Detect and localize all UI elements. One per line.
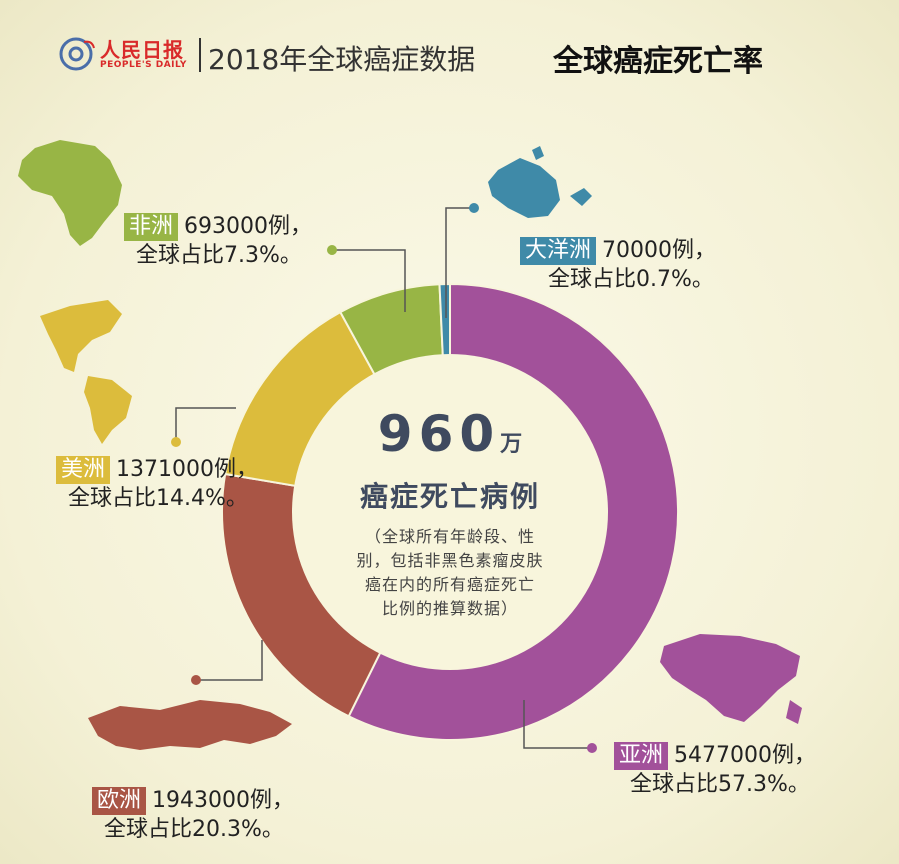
tag-asia: 亚洲: [614, 742, 669, 770]
leader-line-americas: [175, 407, 236, 442]
page-subtitle: 全球癌症死亡率: [553, 44, 763, 79]
oceania-map-icon: [488, 146, 592, 218]
leader-dot-africa: [327, 245, 337, 255]
tag-oceania: 大洋洲: [520, 237, 597, 265]
label-europe: 欧洲 1943000例， 全球占比20.3%。: [92, 786, 294, 844]
leader-dot-americas: [171, 437, 181, 447]
tag-americas: 美洲: [56, 456, 111, 484]
leader-dot-oceania: [469, 203, 479, 213]
count-asia: 5477000例，: [674, 743, 816, 768]
americas-map-icon: [40, 300, 132, 444]
label-oceania: 大洋洲 70000例， 全球占比0.7%。: [520, 236, 716, 294]
leader-lines: [175, 207, 592, 749]
leader-line-africa: [332, 249, 406, 312]
asia-map-icon: [660, 634, 802, 724]
leader-line-europe: [196, 640, 263, 681]
share-americas: 全球占比14.4%。: [68, 486, 248, 511]
count-europe: 1943000例，: [152, 788, 294, 813]
center-note-line: 癌在内的所有癌症死亡: [364, 575, 535, 594]
leader-line-oceania: [445, 207, 474, 318]
center-number: 960: [377, 405, 501, 463]
center-unit: 万: [500, 432, 523, 457]
center-note-line: （全球所有年龄段、性: [364, 527, 535, 546]
center-label: 癌症死亡病例: [359, 480, 540, 513]
africa-map-icon: [18, 140, 122, 246]
europe-map-icon: [88, 700, 292, 750]
tag-europe: 欧洲: [92, 787, 147, 815]
page-title: 2018年全球癌症数据: [208, 43, 476, 76]
tag-africa: 非洲: [124, 213, 179, 241]
title-divider: [199, 38, 201, 72]
logo-en: PEOPLE'S DAILY: [100, 60, 187, 70]
share-europe: 全球占比20.3%。: [104, 817, 284, 842]
label-africa: 非洲 693000例， 全球占比7.3%。: [124, 212, 312, 270]
leader-dots: [171, 203, 597, 753]
count-oceania: 70000例，: [602, 238, 717, 263]
center-note-line: 别，包括非黑色素瘤皮肤: [356, 551, 544, 570]
count-americas: 1371000例，: [116, 457, 258, 482]
center-note-line: 比例的推算数据）: [381, 599, 518, 618]
header: 人民日报 PEOPLE'S DAILY 2018年全球癌症数据 全球癌症死亡率: [58, 32, 858, 82]
logo-name: 人民日报: [100, 38, 184, 62]
leader-dot-asia: [587, 743, 597, 753]
center-total: 960万 癌症死亡病例: [300, 405, 600, 513]
share-asia: 全球占比57.3%。: [630, 772, 810, 797]
share-africa: 全球占比7.3%。: [136, 243, 302, 268]
label-asia: 亚洲 5477000例， 全球占比57.3%。: [614, 741, 816, 799]
center-note: （全球所有年龄段、性 别，包括非黑色素瘤皮肤 癌在内的所有癌症死亡 比例的推算数…: [325, 525, 575, 621]
share-oceania: 全球占比0.7%。: [548, 267, 714, 292]
leader-line-asia: [523, 700, 592, 749]
leader-dot-europe: [191, 675, 201, 685]
at-logo-icon: [59, 37, 95, 71]
label-americas: 美洲 1371000例， 全球占比14.4%。: [56, 455, 258, 513]
donut-hole: [292, 354, 608, 670]
count-africa: 693000例，: [184, 214, 312, 239]
